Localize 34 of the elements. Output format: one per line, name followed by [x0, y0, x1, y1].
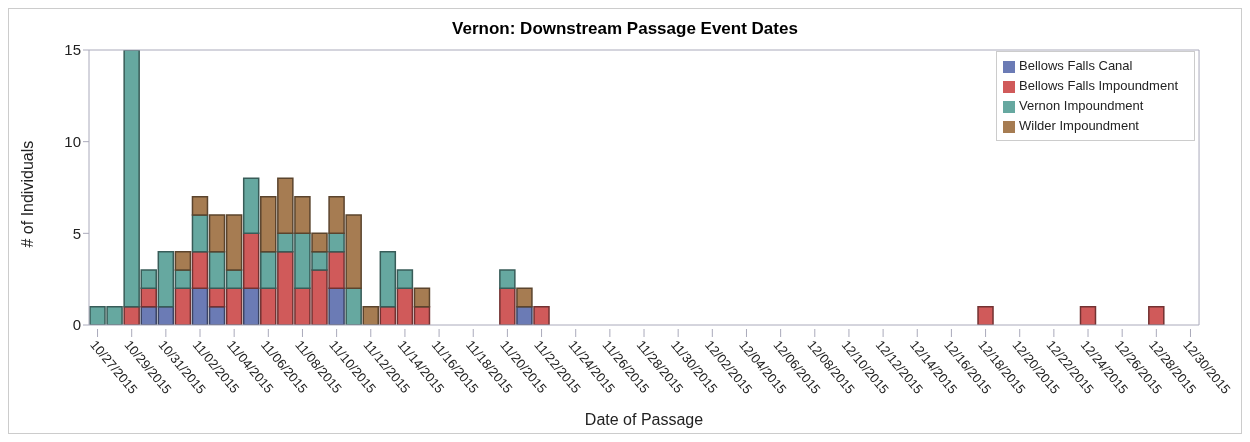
bar	[345, 287, 362, 325]
y-tick-label: 15	[64, 41, 81, 59]
bar	[328, 232, 345, 253]
bar	[191, 250, 209, 290]
bar	[499, 287, 516, 325]
y-axis-title: # of Individuals	[18, 140, 36, 248]
bar	[242, 287, 260, 325]
bar	[499, 269, 516, 290]
legend-label: Vernon Impoundment	[1019, 98, 1144, 113]
bar	[516, 305, 533, 325]
bar	[174, 250, 192, 271]
y-tick-label: 5	[72, 224, 81, 242]
x-axis-title: Date of Passage	[584, 411, 704, 428]
bar	[260, 250, 277, 290]
bar	[516, 287, 533, 308]
legend-label: Wilder Impoundment	[1019, 118, 1139, 133]
bar	[328, 287, 345, 325]
y-tick-label: 10	[64, 132, 81, 150]
bar	[242, 177, 260, 235]
bar	[174, 287, 192, 325]
bar	[123, 305, 140, 325]
bar	[140, 287, 157, 308]
bar	[242, 232, 260, 290]
bar	[533, 305, 550, 325]
bar	[1148, 305, 1165, 325]
chart-title: Vernon: Downstream Passage Event Dates	[451, 19, 799, 40]
bar	[413, 287, 431, 308]
bar	[977, 305, 994, 325]
legend-label: Bellows Falls Impoundment	[1019, 78, 1178, 93]
legend-label: Bellows Falls Canal	[1019, 58, 1133, 73]
bar	[362, 305, 379, 325]
y-tick-label: 0	[72, 316, 81, 334]
bar	[1079, 305, 1097, 325]
bar	[191, 214, 209, 253]
